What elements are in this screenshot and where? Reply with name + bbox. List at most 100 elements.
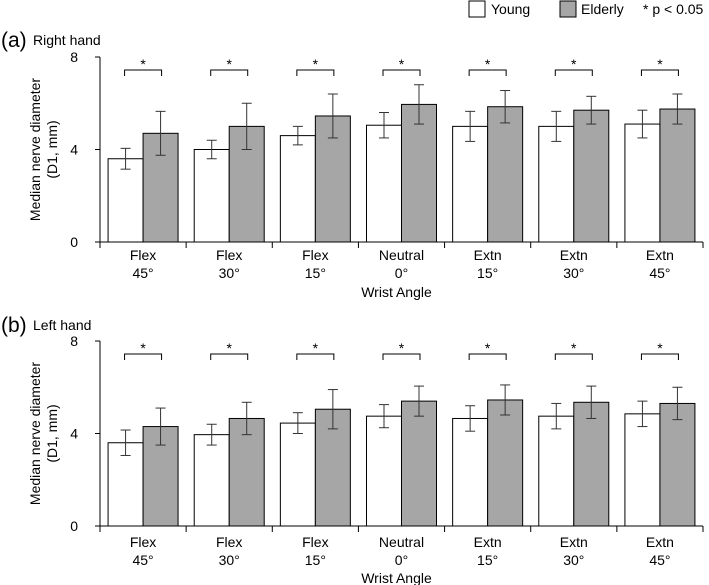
legend-label-elderly: Elderly (581, 1, 624, 17)
x-tick-label-angle: 30° (219, 265, 240, 281)
bar-elderly (228, 417, 265, 527)
significance-marker: * (485, 340, 491, 356)
x-tick-label-angle: 45° (649, 265, 670, 281)
x-tick-label: Extn (560, 247, 588, 263)
significance-bracket (640, 353, 679, 360)
bar-young (366, 415, 402, 527)
panel-title: Right hand (33, 32, 101, 48)
significance-marker: * (313, 56, 319, 72)
x-tick-label-angle: 45° (132, 552, 153, 568)
x-tick-label: Extn (646, 247, 674, 263)
significance-marker: * (657, 340, 663, 356)
significance-marker: * (140, 340, 146, 356)
panel-title: Left hand (33, 317, 91, 333)
significance-bracket (640, 69, 679, 76)
bar-young (452, 125, 489, 243)
bar-young (193, 149, 230, 243)
legend-significance-note: * p < 0.05 (643, 1, 704, 17)
x-tick-label-angle: 30° (219, 552, 240, 568)
significance-marker: * (571, 56, 577, 72)
x-tick-label-angle: 15° (305, 265, 326, 281)
x-tick-label-angle: 45° (649, 552, 670, 568)
x-tick-label-angle: 15° (477, 265, 498, 281)
significance-bracket (296, 69, 335, 76)
chart-panel-a: (a) Right hand Median nerve diameter (D1, m… (1, 29, 704, 300)
x-tick-label-angle: 45° (132, 265, 153, 281)
x-tick-label: Neutral (379, 247, 424, 263)
bar-elderly (659, 108, 696, 243)
x-tick-label: Extn (474, 247, 502, 263)
x-tick-label: Flex (216, 534, 242, 550)
significance-marker: * (485, 56, 491, 72)
panel-label: (a) (1, 29, 27, 52)
legend-label-young: Young (491, 1, 530, 17)
y-tick-label: 8 (70, 49, 78, 65)
significance-bracket (468, 69, 507, 76)
bar-young (279, 135, 316, 243)
y-axis-label: Median nerve diameter (D1, mm) (27, 78, 60, 222)
x-tick-label-angle: 30° (563, 552, 584, 568)
y-axis-label-line2: (D1, mm) (44, 404, 60, 462)
bar-young (193, 434, 230, 527)
x-axis-label: Wrist Angle (361, 570, 432, 585)
bar-elderly (659, 402, 696, 527)
bar-elderly (401, 103, 437, 243)
significance-marker: * (140, 56, 146, 72)
legend-swatch-young (468, 0, 486, 18)
bar-elderly (487, 106, 524, 243)
significance-marker: * (399, 56, 405, 72)
x-tick-label: Flex (130, 247, 156, 263)
y-tick-label: 0 (70, 234, 78, 250)
y-tick-label: 8 (70, 333, 78, 349)
bar-young (452, 417, 489, 527)
bar-young (624, 123, 661, 243)
x-tick-label-angle: 0° (395, 265, 408, 281)
legend-swatch-elderly (559, 0, 577, 18)
x-tick-label-angle: 30° (563, 265, 584, 281)
bar-elderly (142, 132, 179, 243)
y-tick-label: 4 (70, 142, 78, 158)
x-tick-label-angle: 15° (477, 552, 498, 568)
significance-bracket (124, 353, 163, 360)
significance-bracket (210, 353, 249, 360)
x-tick-label-angle: 0° (395, 552, 408, 568)
x-tick-label: Flex (302, 247, 328, 263)
bar-young (538, 415, 575, 527)
x-tick-label: Extn (474, 534, 502, 550)
significance-bracket (124, 69, 163, 76)
y-axis-label-line1: Median nerve diameter (27, 78, 43, 222)
bar-young (107, 158, 144, 243)
significance-bracket (296, 353, 335, 360)
y-axis-label: Median nerve diameter (D1, mm) (27, 362, 60, 506)
x-tick-label: Extn (646, 534, 674, 550)
significance-marker: * (226, 340, 232, 356)
y-tick-label: 0 (70, 518, 78, 534)
y-tick-label: 4 (70, 426, 78, 442)
y-axis-label-line2: (D1, mm) (44, 120, 60, 178)
significance-bracket (210, 69, 249, 76)
bar-young (366, 124, 402, 243)
significance-marker: * (313, 340, 319, 356)
significance-marker: * (399, 340, 405, 356)
x-tick-label: Flex (216, 247, 242, 263)
chart-panel-b: (b) Left hand Median nerve diameter (D1, mm… (1, 314, 704, 585)
bar-young (624, 413, 661, 527)
x-axis-label: Wrist Angle (361, 284, 432, 300)
significance-marker: * (657, 56, 663, 72)
bar-young (538, 125, 575, 243)
significance-bracket (382, 353, 421, 360)
bar-young (279, 422, 316, 527)
x-tick-label: Flex (302, 534, 328, 550)
significance-bracket (554, 353, 593, 360)
bar-elderly (573, 401, 610, 527)
significance-bracket (382, 69, 421, 76)
legend: Young Elderly * p < 0.05 (468, 0, 704, 18)
bar-elderly (573, 109, 610, 243)
panel-label: (b) (1, 314, 27, 337)
bar-elderly (401, 400, 437, 527)
x-tick-label: Extn (560, 534, 588, 550)
x-tick-label: Flex (130, 534, 156, 550)
significance-bracket (468, 353, 507, 360)
x-tick-label-angle: 15° (305, 552, 326, 568)
